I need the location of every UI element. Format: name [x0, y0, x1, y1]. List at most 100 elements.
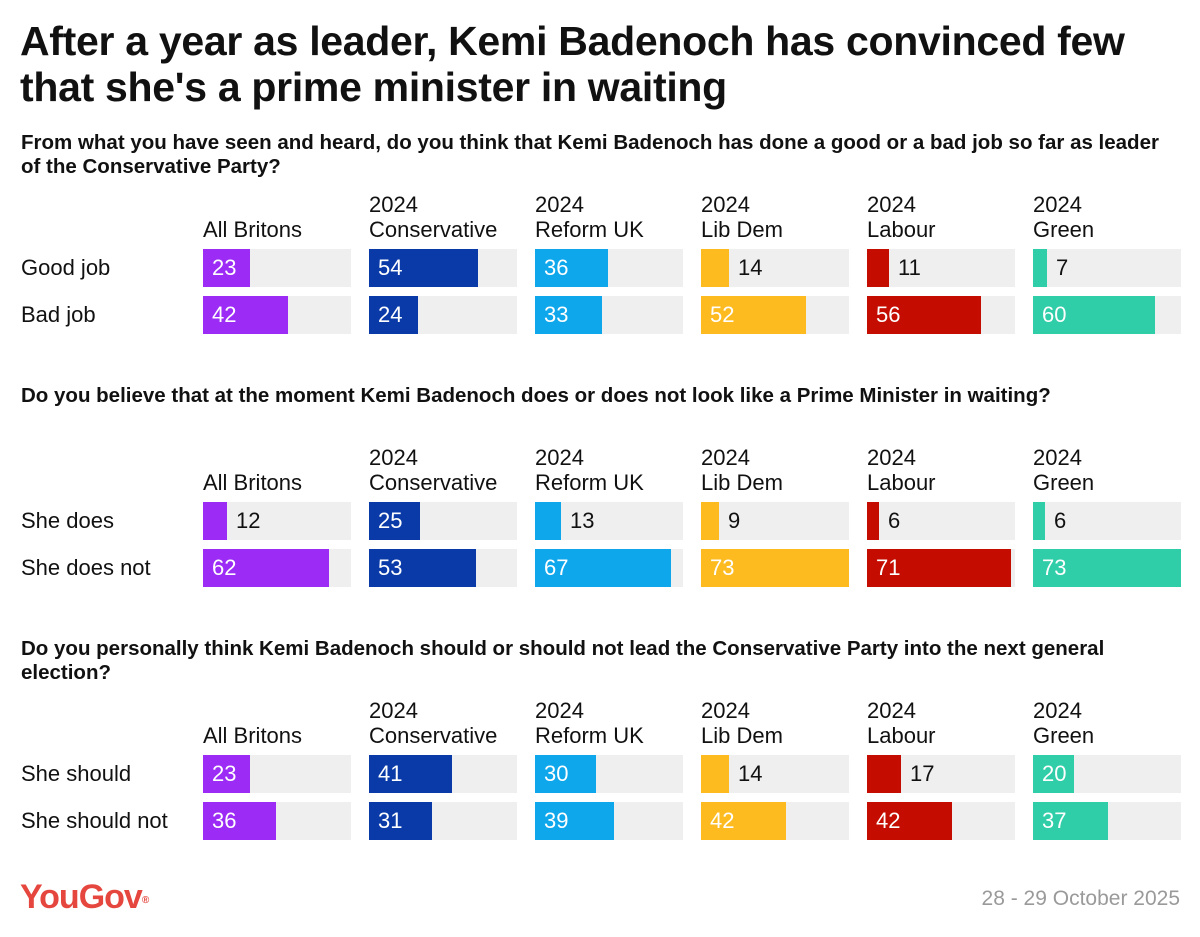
bar-track: 41 [369, 755, 517, 793]
bar-good-job-2024-conservative [369, 249, 478, 287]
bar-she-should-2024-green [1033, 755, 1074, 793]
column-header-line2 [203, 445, 363, 470]
bar-track: 62 [203, 549, 351, 587]
column-header-2024-reform-uk: 2024 Reform UK [535, 192, 695, 242]
data-label: 33 [544, 302, 569, 327]
column-header-line2: Labour [867, 470, 936, 495]
column-header-line2 [203, 192, 363, 217]
column-header-line2 [203, 698, 363, 723]
column-header-line1: 2024 [701, 698, 750, 723]
bar-track: 11 [867, 249, 1015, 287]
data-label: 20 [1042, 761, 1067, 786]
column-header-line2: Conservative [369, 723, 498, 748]
column-header-line2: Lib Dem [701, 470, 783, 495]
bar-she-should-not-2024-reform-uk [535, 802, 614, 840]
data-label: 12 [236, 508, 261, 533]
bar-she-should-not-all-britons [203, 802, 276, 840]
bar-track: 12 [203, 502, 351, 540]
bar-she-should-not-2024-conservative [369, 802, 432, 840]
column-header-line2: Reform UK [535, 470, 644, 495]
row-label-she-should: She should [21, 761, 132, 786]
bar-track: 60 [1033, 296, 1181, 334]
bar-she-does-2024-conservative [369, 502, 420, 540]
bar-she-should-not-2024-labour [867, 802, 952, 840]
bar-bad-job-all-britons [203, 296, 288, 334]
column-header-line2: Lib Dem [701, 723, 783, 748]
column-header-line1: 2024 [535, 698, 584, 723]
question-heading: From what you have seen and heard, do yo… [21, 131, 1159, 178]
bar-good-job-2024-labour [867, 249, 889, 287]
bar-she-should-not-2024-green [1033, 802, 1108, 840]
bar-track: 36 [535, 249, 683, 287]
bar-track: 7 [1033, 249, 1181, 287]
bar-track: 39 [535, 802, 683, 840]
bar-bad-job-2024-green [1033, 296, 1155, 334]
column-header-2024-lib-dem: 2024 Lib Dem [701, 445, 861, 495]
column-header-2024-conservative: 2024 Conservative [369, 445, 529, 495]
bar-she-does-not-2024-conservative [369, 549, 476, 587]
column-header-all-britons: All Britons [203, 445, 363, 495]
bar-track: 36 [203, 802, 351, 840]
data-label: 6 [888, 508, 901, 533]
data-label: 23 [212, 255, 237, 280]
data-label: 36 [212, 808, 237, 833]
data-label: 53 [378, 555, 403, 580]
column-header-line1: 2024 [867, 192, 916, 217]
column-header-line1: 2024 [701, 445, 750, 470]
question-heading: Do you believe that at the moment Kemi B… [21, 384, 1051, 407]
column-header-all-britons: All Britons [203, 192, 363, 242]
data-label: 13 [570, 508, 595, 533]
bar-she-does-2024-green [1033, 502, 1045, 540]
bar-she-does-not-2024-labour [867, 549, 1011, 587]
data-label: 17 [910, 761, 935, 786]
bar-bad-job-2024-reform-uk [535, 296, 602, 334]
bar-track: 6 [867, 502, 1015, 540]
bar-track: 23 [203, 249, 351, 287]
bar-track: 53 [369, 549, 517, 587]
column-header-2024-lib-dem: 2024 Lib Dem [701, 192, 861, 242]
column-header-2024-lib-dem: 2024 Lib Dem [701, 698, 861, 748]
bar-track: 42 [203, 296, 351, 334]
data-label: 11 [898, 255, 921, 280]
row-label-good-job: Good job [21, 255, 111, 280]
column-header-line1: 2024 [1033, 698, 1082, 723]
bar-track: 42 [867, 802, 1015, 840]
bar-track: 20 [1033, 755, 1181, 793]
bar-she-does-2024-lib-dem [701, 502, 719, 540]
data-label: 42 [876, 808, 901, 833]
column-header-line1: 2024 [369, 698, 418, 723]
column-header-2024-green: 2024 Green [1033, 192, 1193, 242]
bar-good-job-2024-green [1033, 249, 1047, 287]
bar-track: 24 [369, 296, 517, 334]
bar-track: 9 [701, 502, 849, 540]
column-header-2024-labour: 2024 Labour [867, 192, 1027, 242]
column-header-line2: Labour [867, 217, 936, 242]
bar-she-does-not-all-britons [203, 549, 329, 587]
data-label: 54 [378, 255, 403, 280]
bar-track: 54 [369, 249, 517, 287]
column-header-line1: 2024 [867, 698, 916, 723]
data-label: 73 [1042, 555, 1067, 580]
bar-track: 23 [203, 755, 351, 793]
data-label: 24 [378, 302, 403, 327]
column-header-2024-conservative: 2024 Conservative [369, 192, 529, 242]
column-header-line2: Lib Dem [701, 217, 783, 242]
data-label: 71 [876, 555, 901, 580]
column-header-line2: Reform UK [535, 723, 644, 748]
bar-track: 14 [701, 755, 849, 793]
data-label: 42 [212, 302, 237, 327]
bar-bad-job-2024-labour [867, 296, 981, 334]
bar-she-should-2024-conservative [369, 755, 452, 793]
data-label: 30 [544, 761, 569, 786]
question-section-good-bad-job: From what you have seen and heard, do yo… [0, 131, 1200, 376]
data-label: 41 [378, 761, 403, 786]
column-header-2024-reform-uk: 2024 Reform UK [535, 445, 695, 495]
bar-good-job-all-britons [203, 249, 250, 287]
survey-date: 28 - 29 October 2025 [981, 887, 1180, 910]
data-label: 62 [212, 555, 237, 580]
data-label: 7 [1056, 255, 1069, 280]
bar-track: 73 [1033, 549, 1181, 587]
bar-track: 67 [535, 549, 683, 587]
bar-track: 33 [535, 296, 683, 334]
row-label-bad-job: Bad job [21, 302, 96, 327]
